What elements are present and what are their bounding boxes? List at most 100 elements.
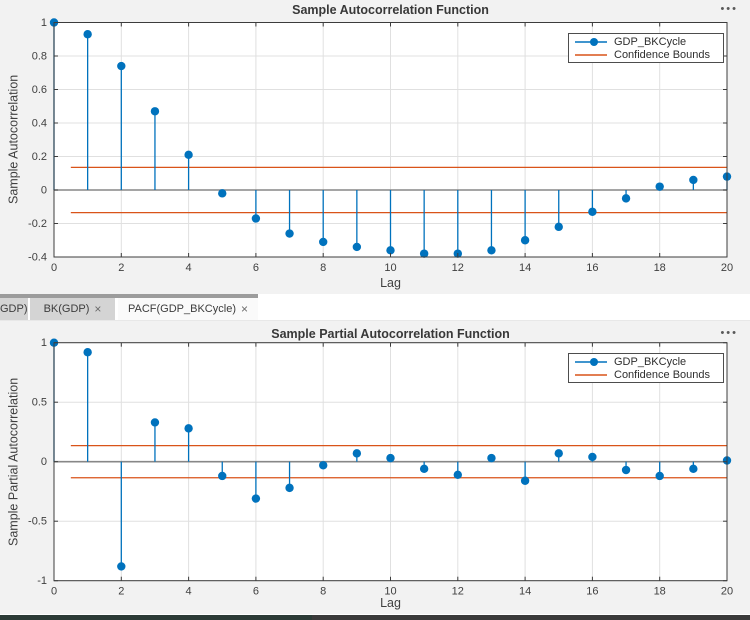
x-tick-label: 6: [253, 586, 259, 598]
x-tick-label: 14: [519, 262, 531, 274]
x-tick-label: 2: [118, 586, 124, 598]
legend-entry-bounds: Confidence Bounds: [569, 368, 723, 381]
stem-marker[interactable]: [285, 229, 294, 238]
y-tick-label: 0.8: [32, 51, 47, 63]
y-tick-label: 0.2: [32, 151, 47, 163]
stem-marker[interactable]: [689, 464, 698, 474]
stem-marker[interactable]: [285, 483, 294, 493]
tab-bk-gdp[interactable]: BK(GDP) ×: [30, 298, 115, 320]
document-tab-bar: GDP) × BK(GDP) × PACF(GDP_BKCycle) ×: [0, 294, 750, 321]
confidence-line-sample-icon: [575, 373, 607, 376]
stem-marker[interactable]: [150, 418, 160, 427]
stem-marker[interactable]: [419, 249, 429, 258]
stem-marker[interactable]: [689, 175, 698, 185]
stem-marker[interactable]: [655, 471, 664, 481]
x-tick-label: 20: [721, 586, 733, 598]
stem-marker[interactable]: [386, 246, 395, 255]
stem-marker[interactable]: [83, 30, 92, 39]
tab-acf-gdp[interactable]: GDP) ×: [0, 298, 28, 320]
stem-series-sample-icon: [575, 37, 607, 46]
x-tick-label: 16: [586, 262, 598, 274]
stem-marker[interactable]: [554, 222, 563, 232]
y-tick-label: 0.4: [32, 118, 47, 130]
tab-bar-top-strip: [0, 294, 258, 298]
stem-marker[interactable]: [386, 453, 395, 463]
x-tick-label: 14: [519, 586, 531, 598]
legend-entry-series: GDP_BKCycle: [569, 355, 723, 368]
stem-marker[interactable]: [218, 471, 227, 481]
stem-marker[interactable]: [487, 453, 496, 463]
x-tick-label: 4: [186, 586, 192, 598]
stem-marker[interactable]: [352, 449, 362, 458]
bottom-bar-right-segment: [312, 615, 750, 620]
stem-marker[interactable]: [184, 424, 193, 433]
stem-marker[interactable]: [621, 194, 631, 203]
stem-marker[interactable]: [520, 476, 530, 485]
stem-marker[interactable]: [419, 464, 429, 474]
stem-marker[interactable]: [655, 182, 664, 191]
x-tick-label: 6: [253, 262, 259, 274]
pacf-more-options-icon[interactable]: •••: [720, 327, 738, 339]
legend-entry-series: GDP_BKCycle: [569, 35, 723, 48]
pacf-chart[interactable]: 0 2 4 6 8 10 12 14 16 18 20 -1 -0.5 0 0.5 1: [0, 321, 750, 614]
stem-marker[interactable]: [319, 237, 328, 247]
acf-x-axis-label: Lag: [380, 276, 401, 290]
y-tick-label: 0: [41, 456, 47, 468]
y-tick-label: 0.6: [32, 84, 47, 96]
y-tick-label: 1: [41, 17, 47, 29]
acf-figure-panel: 0 2 4 6 8 10 12 14 16 18 20 -0.4 -0.2 0 0.2 0.4 0.6 0.8 1 …: [0, 0, 750, 294]
tab-pacf-gdp-bkcycle[interactable]: PACF(GDP_BKCycle) ×: [118, 298, 258, 320]
x-tick-label: 12: [452, 586, 464, 598]
acf-legend[interactable]: GDP_BKCycle Confidence Bounds: [568, 33, 724, 63]
x-tick-label: 12: [452, 262, 464, 274]
tab-label: GDP): [0, 303, 28, 315]
stem-marker[interactable]: [621, 465, 631, 475]
stem-marker[interactable]: [487, 246, 496, 255]
x-tick-label: 10: [384, 262, 396, 274]
pacf-y-axis-label: Sample Partial Autocorrelation: [6, 377, 21, 546]
stem-marker[interactable]: [352, 242, 362, 252]
bottom-bar-left-segment: [0, 615, 312, 620]
x-tick-label: 8: [320, 586, 326, 598]
x-tick-label: 0: [51, 262, 57, 274]
x-tick-label: 8: [320, 262, 326, 274]
stem-marker[interactable]: [150, 107, 160, 116]
acf-y-axis-label: Sample Autocorrelation: [6, 74, 21, 205]
stem-marker[interactable]: [319, 461, 328, 470]
stem-marker[interactable]: [453, 470, 462, 479]
legend-series-label: GDP_BKCycle: [614, 35, 687, 48]
acf-more-options-icon[interactable]: •••: [720, 3, 738, 15]
y-tick-label: -0.4: [28, 252, 47, 264]
legend-series-label: GDP_BKCycle: [614, 355, 687, 368]
stem-marker[interactable]: [117, 61, 126, 71]
stem-marker[interactable]: [251, 214, 261, 223]
stem-marker[interactable]: [588, 207, 597, 216]
stem-series-sample-icon: [575, 357, 607, 366]
tab-label: BK(GDP): [43, 303, 90, 315]
x-tick-label: 0: [51, 586, 57, 598]
x-tick-label: 18: [654, 586, 666, 598]
x-tick-label: 10: [384, 586, 396, 598]
stem-marker[interactable]: [588, 452, 597, 462]
close-tab-icon[interactable]: ×: [94, 302, 102, 316]
stem-marker[interactable]: [83, 348, 92, 357]
stem-marker[interactable]: [251, 494, 261, 503]
stem-marker[interactable]: [520, 236, 530, 245]
stem-marker[interactable]: [184, 150, 193, 160]
stem-marker[interactable]: [117, 562, 126, 571]
tab-bar-underline: [0, 320, 750, 321]
stem-marker[interactable]: [218, 189, 227, 198]
legend-bounds-label: Confidence Bounds: [614, 368, 711, 381]
pacf-x-axis-label: Lag: [380, 596, 401, 610]
close-tab-icon[interactable]: ×: [240, 302, 248, 316]
stem-marker[interactable]: [554, 449, 563, 458]
legend-bounds-label: Confidence Bounds: [614, 48, 711, 61]
y-tick-label: -0.2: [28, 218, 47, 230]
x-tick-label: 18: [654, 262, 666, 274]
acf-title: Sample Autocorrelation Function: [292, 3, 489, 17]
y-tick-label: -0.5: [28, 516, 47, 528]
pacf-legend[interactable]: GDP_BKCycle Confidence Bounds: [568, 353, 724, 383]
pacf-title: Sample Partial Autocorrelation Function: [271, 327, 510, 341]
pacf-figure-panel: 0 2 4 6 8 10 12 14 16 18 20 -1 -0.5 0 0.5 1 Sample Part…: [0, 321, 750, 614]
legend-entry-bounds: Confidence Bounds: [569, 48, 723, 61]
